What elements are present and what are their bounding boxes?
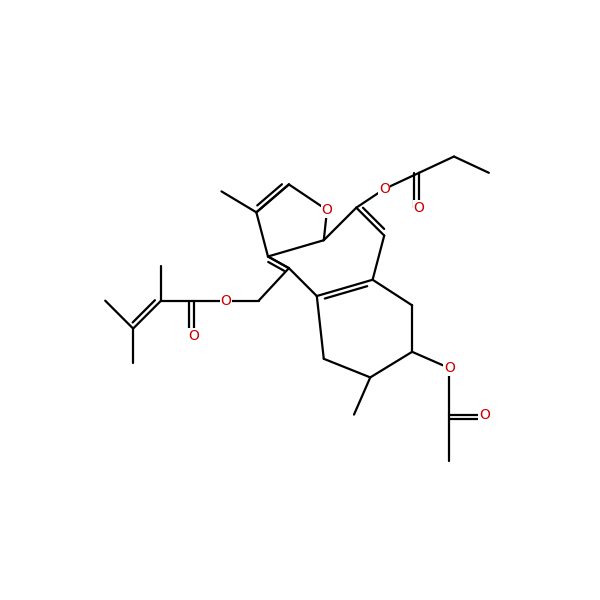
Text: O: O [413, 200, 425, 215]
Text: O: O [479, 407, 490, 422]
Text: O: O [188, 329, 199, 343]
Text: O: O [444, 361, 455, 375]
Text: O: O [379, 182, 389, 196]
Text: O: O [322, 203, 332, 217]
Text: O: O [221, 293, 232, 308]
